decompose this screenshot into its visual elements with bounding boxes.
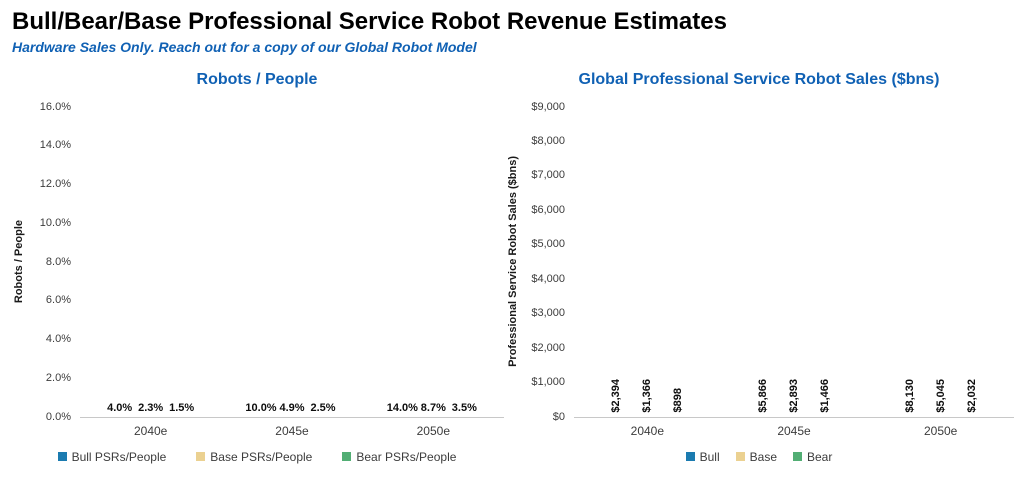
y-tick-label: $2,000 [531, 341, 565, 354]
legend-item-bull: Bull [685, 449, 720, 464]
x-axis-label-2050e: 2050e [416, 423, 450, 438]
x-axis-labels: 2040e 2045e 2050e [80, 424, 504, 438]
y-tick-label: 4.0% [45, 333, 71, 346]
bar-value-label: $1,366 [641, 378, 654, 413]
bar-value-label: 8.7% [420, 401, 446, 414]
chart-global-psr-sales: Global Professional Service Robot Sales … [504, 71, 1014, 464]
chart-title: Robots / People [196, 70, 318, 88]
bar-value-label: $2,394 [610, 378, 623, 413]
legend-item-bull: Bull PSRs/People [57, 449, 167, 464]
y-axis-ticks: $0 $1,000 $2,000 $3,000 $4,000 $5,000 $6,000 $7… [522, 101, 574, 423]
legend-label: Bear PSRs/People [356, 449, 457, 464]
y-tick-label: $0 [552, 410, 565, 423]
bar-value-label: 1.5% [169, 401, 195, 414]
x-axis-labels: 2040e 2045e 2050e [574, 424, 1014, 438]
charts-row: Robots / People Robots / People 0.0% 2.0%… [0, 71, 1024, 464]
legend-swatch-base [735, 452, 745, 462]
y-tick-label: $6,000 [531, 203, 565, 216]
y-tick-label: $9,000 [531, 100, 565, 113]
legend-label: Bull [699, 449, 720, 464]
page-subtitle: Hardware Sales Only. Reach out for a cop… [12, 38, 477, 55]
y-tick-label: $7,000 [531, 169, 565, 182]
x-axis-label-2040e: 2040e [630, 423, 665, 438]
y-axis-title-text: Professional Service Robot Sales ($bns) [507, 156, 519, 368]
bar-value-label: 2.5% [310, 401, 336, 414]
legend: Bull PSRs/People Base PSRs/People Bear PSR… [10, 450, 504, 464]
y-axis-ticks: 0.0% 2.0% 4.0% 6.0% 8.0% 10.0% 12.0% 14.0% 16.0% [28, 101, 80, 423]
chart-robots-per-people: Robots / People Robots / People 0.0% 2.0%… [10, 71, 504, 464]
y-tick-label: 12.0% [39, 178, 71, 191]
bar-value-label: 10.0% [245, 401, 277, 414]
y-tick-label: 2.0% [45, 371, 71, 384]
y-tick-label: $4,000 [531, 272, 565, 285]
y-tick-label: $5,000 [531, 238, 565, 251]
bar-value-label: $5,045 [934, 378, 947, 413]
bar-value-label: 3.5% [451, 401, 477, 414]
legend: Bull Base Bear [504, 450, 1014, 464]
x-axis-label-2040e: 2040e [133, 423, 168, 438]
bar-value-label: $2,032 [965, 378, 978, 413]
legend-item-bear: Bear PSRs/People [342, 450, 456, 464]
legend-label: Base [749, 449, 777, 464]
bar-value-label: 14.0% [386, 401, 418, 414]
y-tick-label: 8.0% [45, 255, 71, 268]
legend-item-base: Base [735, 449, 777, 464]
legend-swatch-base [196, 452, 206, 462]
bar-value-label: $2,893 [788, 378, 800, 413]
bar-value-label: 4.9% [279, 401, 305, 414]
y-tick-label: 16.0% [39, 100, 71, 113]
y-axis-title-text: Robots / People [13, 220, 25, 304]
y-tick-label: 14.0% [39, 139, 71, 152]
page-header: Bull/Bear/Base Professional Service Robo… [0, 0, 1024, 55]
x-axis-label-2045e: 2045e [275, 423, 309, 438]
y-tick-label: 6.0% [45, 294, 71, 307]
bar-value-label: $8,130 [903, 378, 916, 413]
legend-item-bear: Bear [793, 450, 832, 464]
bar-value-label: 4.0% [107, 401, 133, 414]
legend-swatch-bear [342, 452, 352, 462]
y-axis-title: Robots / People [10, 107, 28, 417]
legend-swatch-bear [793, 452, 802, 462]
x-axis-label-2045e: 2045e [777, 423, 811, 438]
chart-plot-area: Professional Service Robot Sales ($bns) … [504, 101, 1014, 438]
legend-label: Bull PSRs/People [71, 449, 167, 464]
x-axis-label-2050e: 2050e [923, 423, 958, 438]
y-tick-label: 10.0% [39, 216, 71, 229]
page-title: Bull/Bear/Base Professional Service Robo… [12, 8, 727, 35]
chart-title: Global Professional Service Robot Sales … [578, 70, 940, 88]
y-axis-title: Professional Service Robot Sales ($bns) [504, 107, 522, 417]
plot: $2,394 $1,366 $898 $5,866 $2,893 $1,466 $8,130… [574, 107, 1014, 418]
bar-value-label: 2.3% [138, 401, 164, 414]
legend-swatch-bull [685, 452, 695, 462]
plot-column: $2,394 $1,366 $898 $5,866 $2,893 $1,466 $8,130… [574, 107, 1014, 438]
plot-column: 4.0% 2.3% 1.5% 10.0% 4.9% 2.5% 14.0% 8.7% 3.5% 2… [80, 107, 504, 438]
bar-value-label: $5,866 [757, 378, 769, 413]
chart-plot-area: Robots / People 0.0% 2.0% 4.0% 6.0% 8.0% 10.0… [10, 101, 504, 438]
legend-label: Bear [807, 449, 833, 464]
y-tick-label: $3,000 [531, 307, 565, 320]
legend-item-base: Base PSRs/People [196, 450, 312, 464]
y-tick-label: $8,000 [531, 135, 565, 148]
y-tick-label: $1,000 [531, 376, 565, 389]
bar-value-label: $898 [672, 388, 685, 413]
y-tick-label: 0.0% [45, 410, 71, 423]
bar-value-label: $1,466 [819, 378, 831, 413]
legend-swatch-bull [57, 452, 67, 462]
legend-label: Base PSRs/People [210, 449, 313, 464]
plot: 4.0% 2.3% 1.5% 10.0% 4.9% 2.5% 14.0% 8.7% 3.5% [80, 107, 504, 418]
